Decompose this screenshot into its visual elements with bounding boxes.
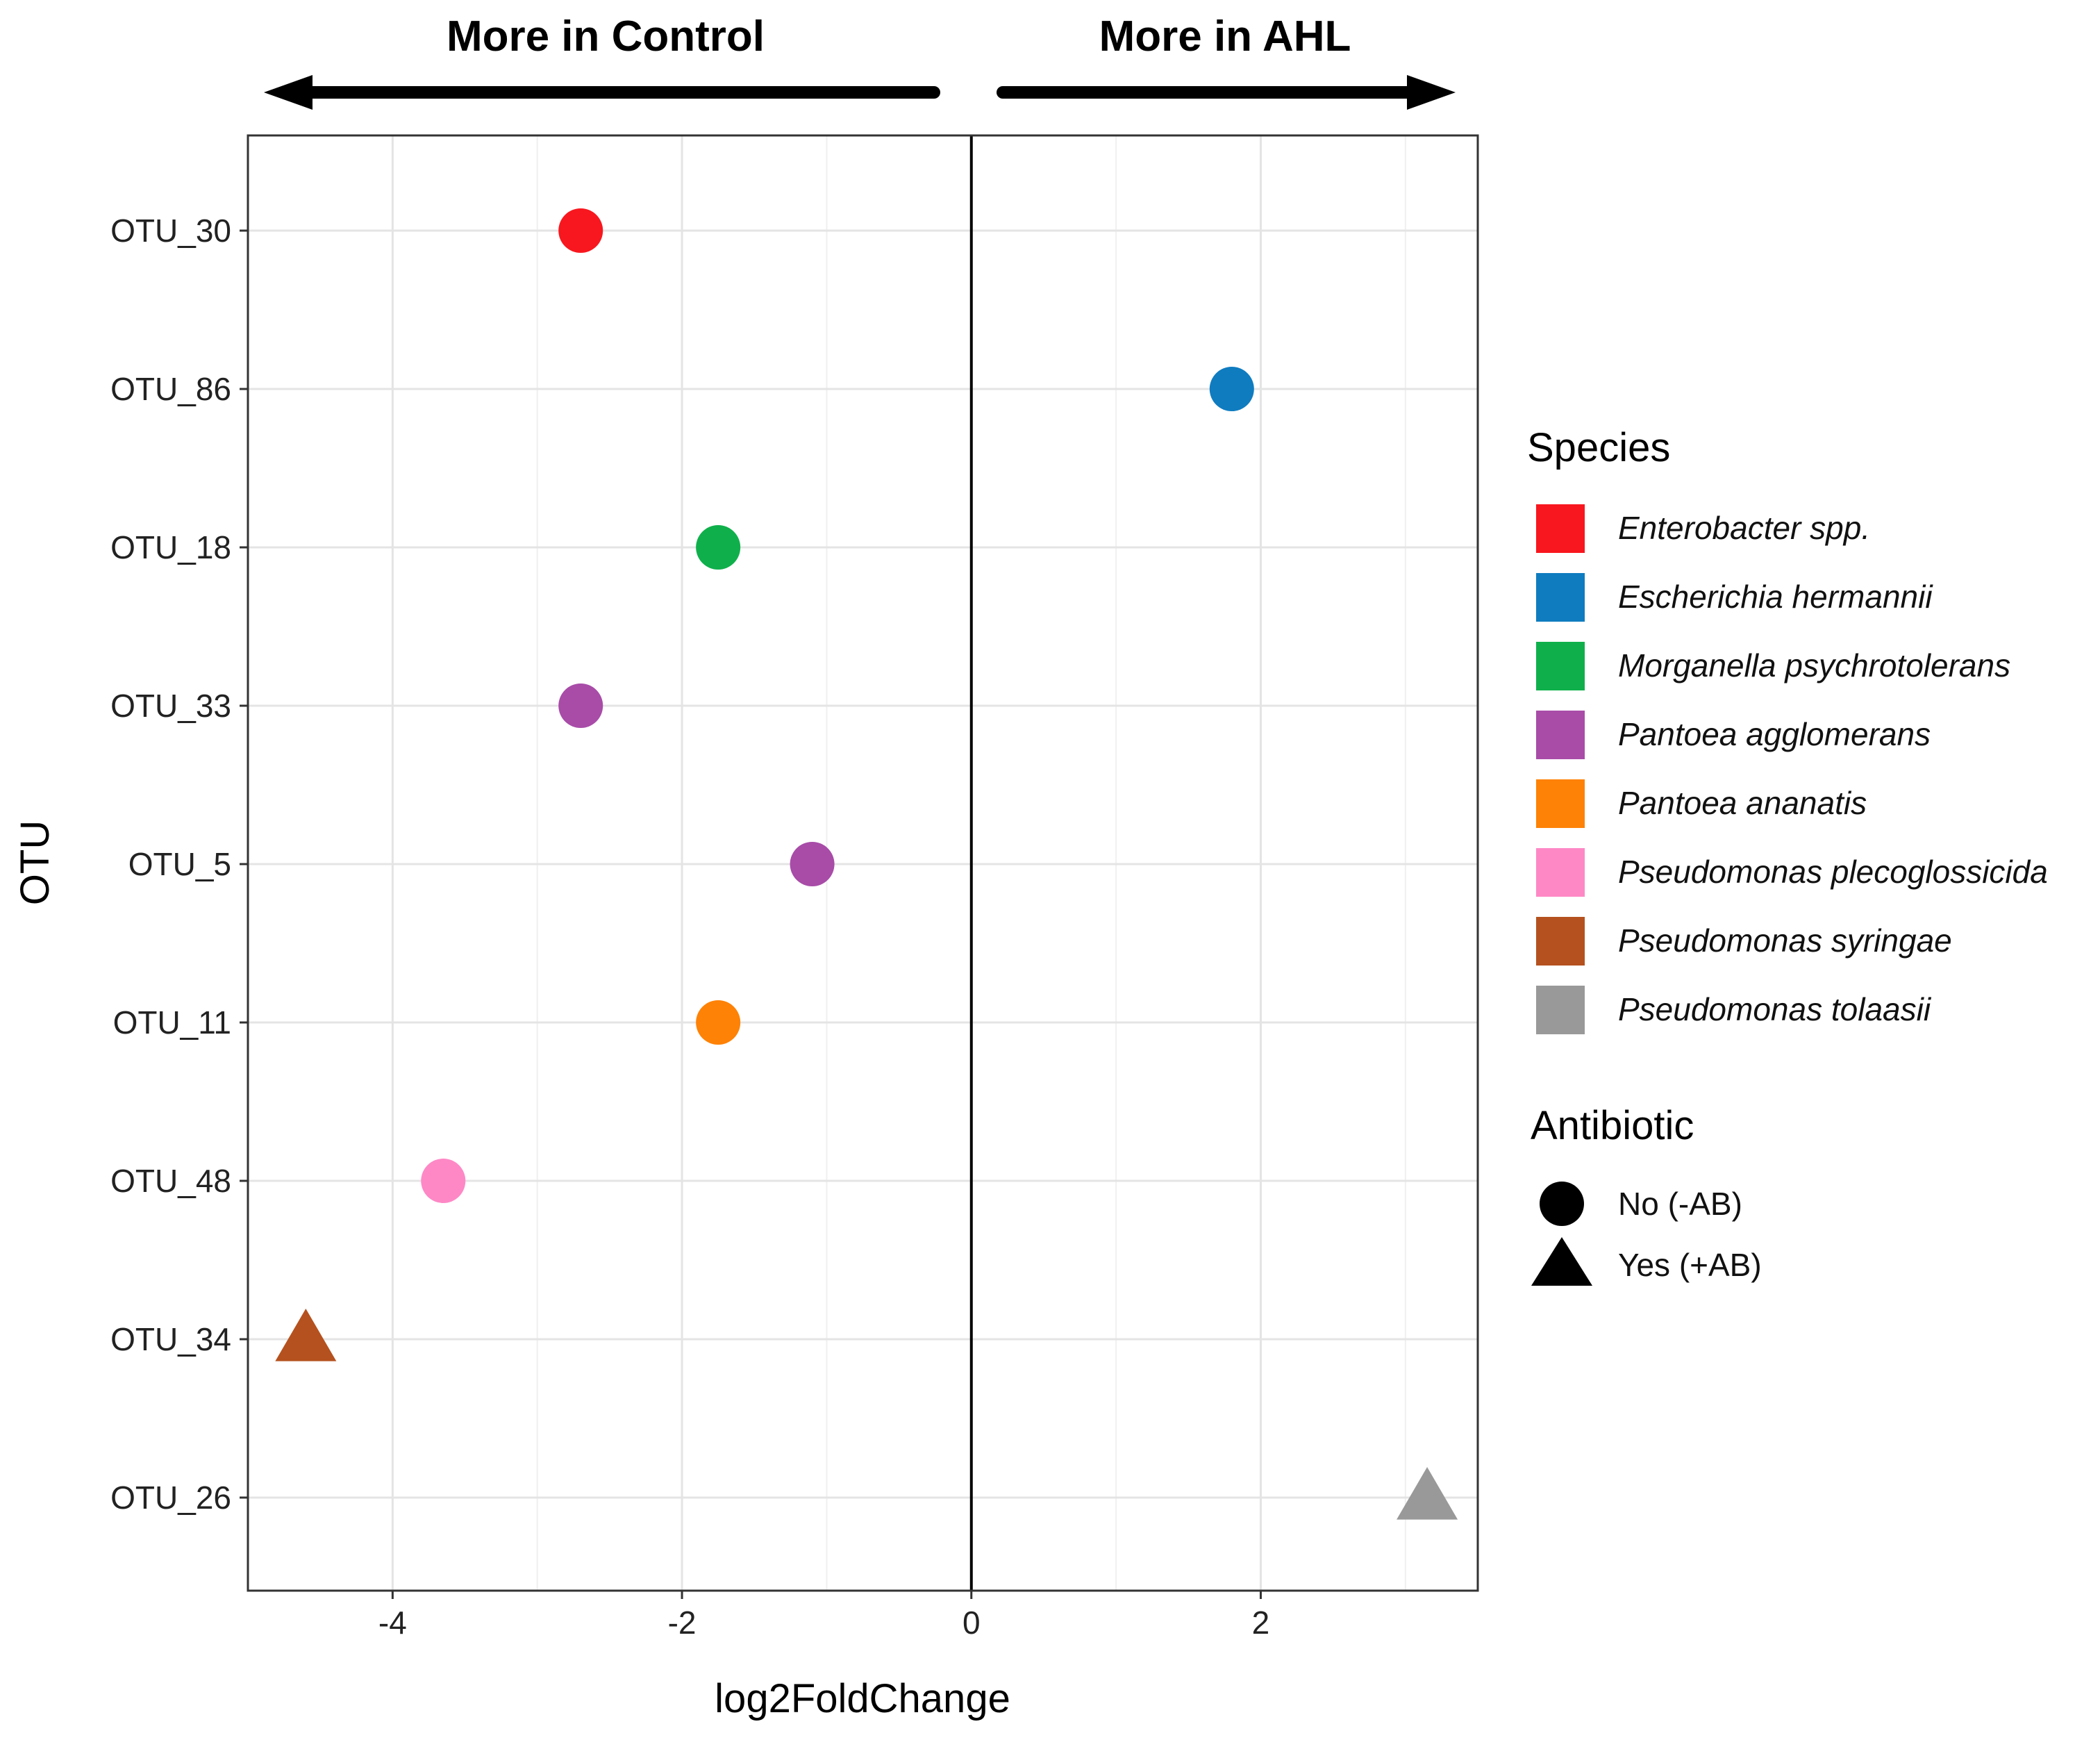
data-point-triangle <box>275 1309 337 1361</box>
legend-species-label: Morganella psychrotolerans <box>1618 647 2010 683</box>
y-tick-label: OTU_48 <box>110 1163 231 1199</box>
data-point-triangle <box>1397 1467 1458 1520</box>
y-tick-label: OTU_18 <box>110 529 231 565</box>
y-tick-label: OTU_33 <box>110 688 231 724</box>
legend-species-swatch <box>1536 642 1585 690</box>
data-point-circle <box>790 842 835 886</box>
legend-species-label: Pseudomonas plecoglossicida <box>1618 854 2048 890</box>
legend-species-swatch <box>1536 779 1585 828</box>
legend-species-label: Pantoea ananatis <box>1618 785 1867 821</box>
legend-species: Enterobacter spp. Escherichia hermannii Mo… <box>1536 504 2048 1034</box>
legend-species-label: Enterobacter spp. <box>1618 510 1870 546</box>
legend-species-swatch <box>1536 848 1585 897</box>
legend-species-label: Pantoea agglomerans <box>1618 716 1931 752</box>
y-tick-label: OTU_11 <box>113 1004 231 1041</box>
more-in-ahl-arrow <box>997 75 1456 110</box>
legend-species-swatch <box>1536 917 1585 966</box>
x-axis: -4 -2 0 2 <box>378 1591 1269 1641</box>
y-tick-label: OTU_26 <box>110 1480 231 1516</box>
legend-antibiotic: No (-AB) Yes (+AB) <box>1531 1182 1762 1286</box>
y-axis-title: OTU <box>12 820 58 905</box>
more-in-ahl-label: More in AHL <box>1099 13 1351 60</box>
y-tick-label: OTU_5 <box>128 846 231 882</box>
y-tick-label: OTU_34 <box>110 1321 231 1357</box>
legend-species-label: Escherichia hermannii <box>1618 579 1933 615</box>
legend-species-label: Pseudomonas tolaasii <box>1618 991 1932 1027</box>
legend-species-swatch <box>1536 504 1585 553</box>
y-axis: OTU_30 OTU_86 OTU_18 OTU_33 OTU_5 OTU_11 OTU_4… <box>110 213 248 1516</box>
x-tick-label: 0 <box>962 1605 981 1641</box>
y-tick-label: OTU_86 <box>110 371 231 407</box>
x-axis-title: log2FoldChange <box>715 1676 1010 1721</box>
legend-species-swatch <box>1536 573 1585 622</box>
data-point-circle <box>558 683 603 728</box>
legend-species-swatch <box>1536 986 1585 1034</box>
more-in-control-arrow <box>264 75 940 110</box>
data-points <box>275 208 1458 1520</box>
more-in-control-label: More in Control <box>447 13 765 60</box>
x-tick-label: -2 <box>668 1605 697 1641</box>
x-tick-label: -4 <box>378 1605 407 1641</box>
legend-triangle-symbol <box>1531 1237 1592 1286</box>
legend-antibiotic-label: No (-AB) <box>1618 1186 1742 1222</box>
data-point-circle <box>696 1000 741 1045</box>
x-tick-label: 2 <box>1252 1605 1270 1641</box>
legend-antibiotic-title: Antibiotic <box>1531 1103 1694 1148</box>
legend-species-label: Pseudomonas syringae <box>1618 922 1952 959</box>
data-point-circle <box>421 1159 466 1203</box>
data-point-circle <box>1209 367 1254 411</box>
legend-circle-symbol <box>1540 1182 1584 1226</box>
legend-species-title: Species <box>1527 425 1670 470</box>
y-tick-label: OTU_30 <box>110 213 231 249</box>
data-point-circle <box>696 525 741 570</box>
legend-species-swatch <box>1536 711 1585 759</box>
data-point-circle <box>558 208 603 253</box>
legend-antibiotic-label: Yes (+AB) <box>1618 1247 1762 1283</box>
